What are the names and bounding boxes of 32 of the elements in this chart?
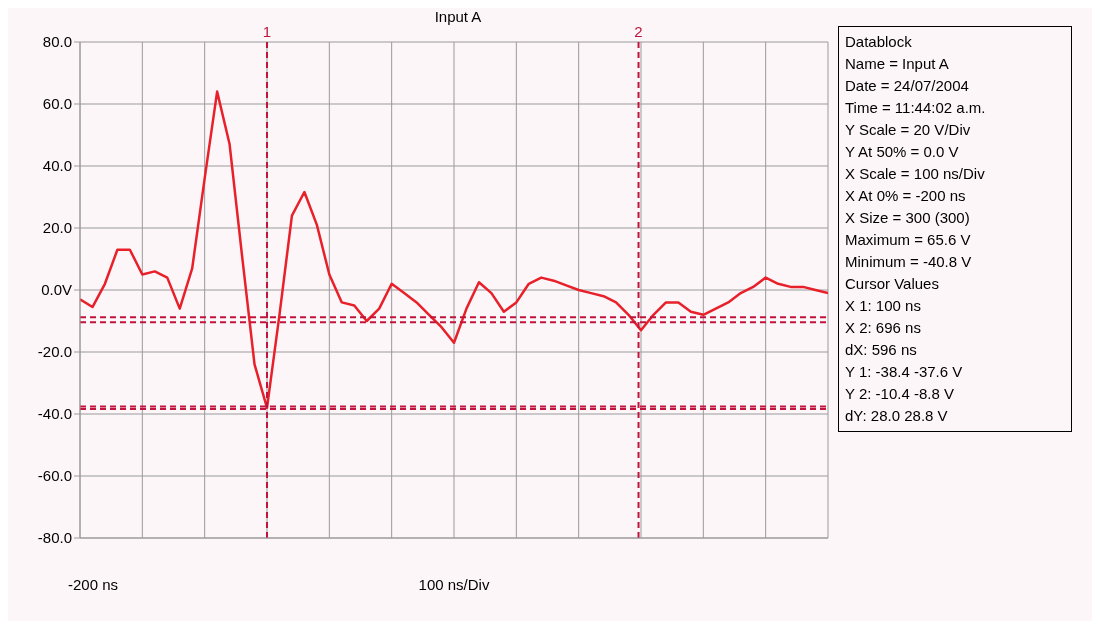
text: Y Scale = 20 V/Div xyxy=(845,120,972,140)
text: Y 1: -38.4 -37.6 V xyxy=(845,362,964,382)
text: Time = 11:44:02 a.m. xyxy=(845,98,987,118)
text: Y At 50% = 0.0 V xyxy=(845,142,960,162)
text: X Scale = 100 ns/Div xyxy=(845,164,986,184)
text: Datablock xyxy=(845,32,913,52)
y-tick-label: -80.0 xyxy=(37,529,72,547)
text: X Size = 300 (300) xyxy=(845,208,971,228)
x-axis-title: 100 ns/Div xyxy=(418,576,490,593)
text: 1 xyxy=(262,23,272,40)
y-tick-label: 0.0V xyxy=(41,281,72,299)
text: X 2: 696 ns xyxy=(845,318,922,338)
y-tick-label: 40.0 xyxy=(42,157,72,175)
text: X 1: 100 ns xyxy=(845,296,922,316)
text: Name = Input A xyxy=(845,54,950,74)
text: Date = 24/07/2004 xyxy=(845,76,970,96)
text: dX: 596 ns xyxy=(845,340,918,360)
y-tick-label: 20.0 xyxy=(42,219,72,237)
y-tick-label: -20.0 xyxy=(37,343,72,361)
text: Minimum = -40.8 V xyxy=(845,252,973,272)
chart-title: Input A xyxy=(434,8,482,25)
text: Maximum = 65.6 V xyxy=(845,230,972,250)
y-tick-label: -60.0 xyxy=(37,467,72,485)
text: Y 2: -10.4 -8.8 V xyxy=(845,384,955,404)
y-tick-label: 80.0 xyxy=(42,33,72,51)
text: X At 0% = -200 ns xyxy=(845,186,967,206)
text: 2 xyxy=(634,23,643,40)
text: -200 ns xyxy=(68,576,119,593)
text: dY: 28.0 28.8 V xyxy=(845,406,949,426)
y-tick-label: -40.0 xyxy=(37,405,72,423)
text: Cursor Values xyxy=(845,274,940,294)
y-tick-label: 60.0 xyxy=(42,95,72,113)
